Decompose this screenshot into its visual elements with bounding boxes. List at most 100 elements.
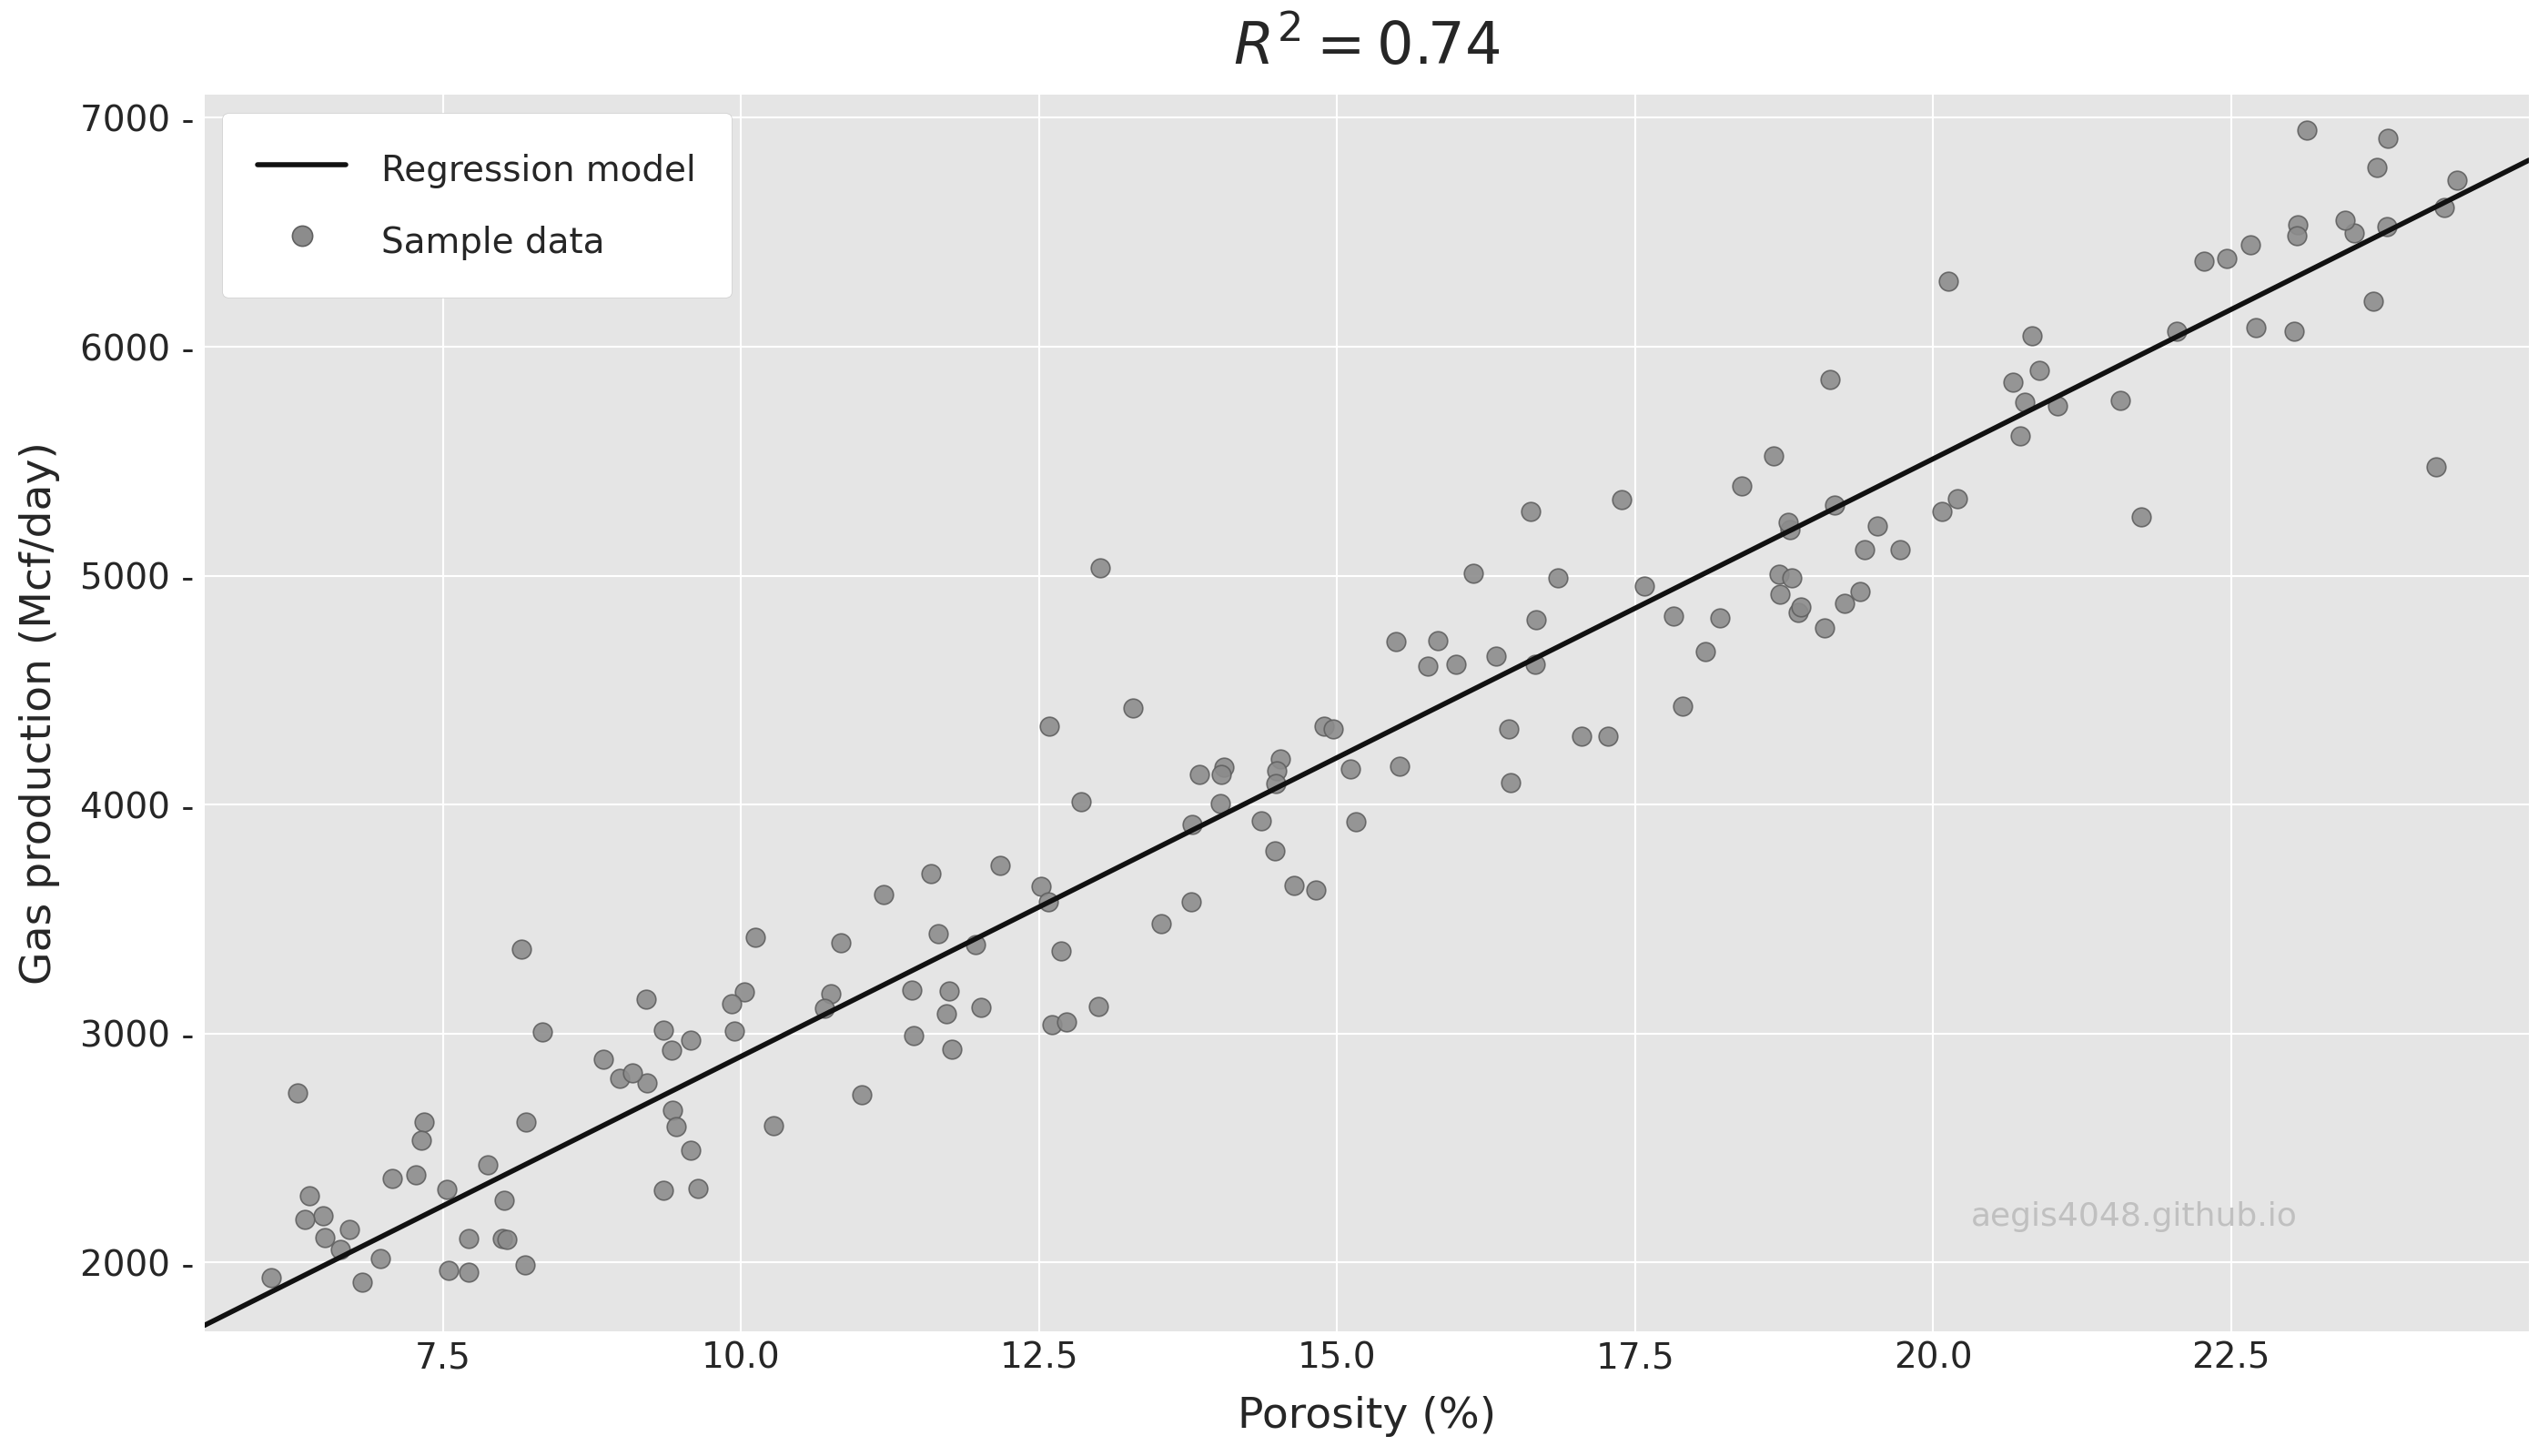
Sample data bbox=[466, 1153, 507, 1176]
Sample data bbox=[1488, 718, 1529, 741]
Sample data bbox=[917, 922, 958, 945]
Sample data bbox=[1376, 629, 1417, 652]
Sample data bbox=[1993, 370, 2033, 393]
Sample data bbox=[1491, 772, 1531, 795]
Sample data bbox=[2367, 214, 2408, 237]
Sample data bbox=[1779, 601, 1819, 625]
Sample data bbox=[1261, 747, 1302, 770]
Sample data bbox=[321, 1238, 362, 1261]
Sample data bbox=[428, 1259, 469, 1283]
Sample data bbox=[1170, 890, 1210, 913]
Sample data bbox=[1722, 475, 1763, 498]
Sample data bbox=[2334, 221, 2375, 245]
Sample data bbox=[1845, 539, 1886, 562]
Sample data bbox=[841, 1083, 882, 1107]
Sample data bbox=[1080, 556, 1121, 579]
Sample data bbox=[1511, 499, 1552, 523]
Sample data bbox=[930, 978, 971, 1002]
Sample data bbox=[652, 1099, 693, 1123]
Sample data bbox=[1180, 763, 1220, 786]
Sample data bbox=[1475, 644, 1516, 667]
Sample data bbox=[910, 862, 950, 885]
Sample data bbox=[892, 1024, 933, 1047]
Sample data bbox=[1335, 811, 1376, 834]
Sample data bbox=[1254, 839, 1294, 862]
Sample data bbox=[1804, 617, 1845, 641]
Sample data bbox=[1921, 499, 1962, 523]
Sample data bbox=[1378, 754, 1419, 778]
Sample data bbox=[499, 938, 540, 961]
Sample data bbox=[810, 981, 851, 1005]
Sample data bbox=[2416, 454, 2456, 478]
Sample data bbox=[2237, 316, 2278, 339]
Sample data bbox=[1562, 725, 1603, 748]
Sample data bbox=[1623, 575, 1664, 598]
Sample data bbox=[1437, 654, 1478, 677]
Sample data bbox=[1060, 789, 1101, 812]
Sample data bbox=[1587, 725, 1628, 748]
Sample data bbox=[933, 1038, 973, 1061]
Sample data bbox=[505, 1111, 545, 1134]
Sample data bbox=[670, 1139, 711, 1162]
Sample data bbox=[2005, 390, 2046, 414]
Sample data bbox=[734, 925, 775, 948]
Sample data bbox=[642, 1019, 683, 1042]
Sample data bbox=[1294, 878, 1335, 901]
Sample data bbox=[678, 1176, 719, 1200]
Sample data bbox=[642, 1179, 683, 1203]
Sample data bbox=[1029, 715, 1070, 738]
Sample data bbox=[713, 1019, 754, 1042]
X-axis label: Porosity (%): Porosity (%) bbox=[1238, 1396, 1496, 1437]
Sample data bbox=[285, 1208, 326, 1232]
Sample data bbox=[359, 1246, 400, 1270]
Sample data bbox=[627, 987, 668, 1010]
Sample data bbox=[1330, 757, 1371, 780]
Sample data bbox=[395, 1163, 436, 1187]
Sample data bbox=[2423, 195, 2464, 218]
Sample data bbox=[2324, 208, 2365, 232]
Sample data bbox=[1761, 582, 1801, 606]
Legend: Regression model, Sample data: Regression model, Sample data bbox=[222, 112, 731, 298]
Sample data bbox=[306, 1226, 347, 1249]
Sample data bbox=[1312, 716, 1353, 740]
Sample data bbox=[1256, 772, 1297, 795]
Sample data bbox=[1771, 566, 1812, 590]
Sample data bbox=[426, 1178, 466, 1201]
Sample data bbox=[2018, 358, 2059, 381]
Sample data bbox=[1200, 763, 1241, 786]
Sample data bbox=[925, 1002, 966, 1025]
Sample data bbox=[670, 1029, 711, 1053]
Sample data bbox=[372, 1168, 413, 1191]
Sample data bbox=[805, 996, 846, 1019]
Sample data bbox=[1753, 444, 1794, 467]
Sample data bbox=[961, 996, 1001, 1019]
Sample data bbox=[2207, 248, 2247, 271]
Sample data bbox=[1200, 792, 1241, 815]
Sample data bbox=[1516, 652, 1557, 676]
Sample data bbox=[1040, 939, 1080, 962]
Sample data bbox=[978, 855, 1019, 878]
Text: aegis4048.github.io: aegis4048.github.io bbox=[1972, 1201, 2298, 1232]
Sample data bbox=[1661, 695, 1702, 718]
Sample data bbox=[1516, 609, 1557, 632]
Sample data bbox=[2278, 224, 2319, 248]
Sample data bbox=[341, 1271, 382, 1294]
Sample data bbox=[627, 1072, 668, 1095]
Sample data bbox=[2367, 127, 2408, 150]
Sample data bbox=[2273, 319, 2314, 342]
Sample data bbox=[583, 1048, 624, 1072]
Sample data bbox=[303, 1204, 344, 1227]
Sample data bbox=[1142, 911, 1182, 935]
Sample data bbox=[1406, 655, 1447, 678]
Sample data bbox=[1809, 368, 1850, 392]
Sample data bbox=[655, 1115, 696, 1139]
Sample data bbox=[1078, 994, 1119, 1018]
Sample data bbox=[1600, 488, 1641, 511]
Sample data bbox=[864, 882, 905, 906]
Sample data bbox=[250, 1267, 290, 1290]
Sample data bbox=[599, 1067, 640, 1091]
Sample data bbox=[482, 1227, 522, 1251]
Sample data bbox=[1417, 629, 1457, 652]
Sample data bbox=[1256, 759, 1297, 782]
Sample data bbox=[1824, 591, 1865, 614]
